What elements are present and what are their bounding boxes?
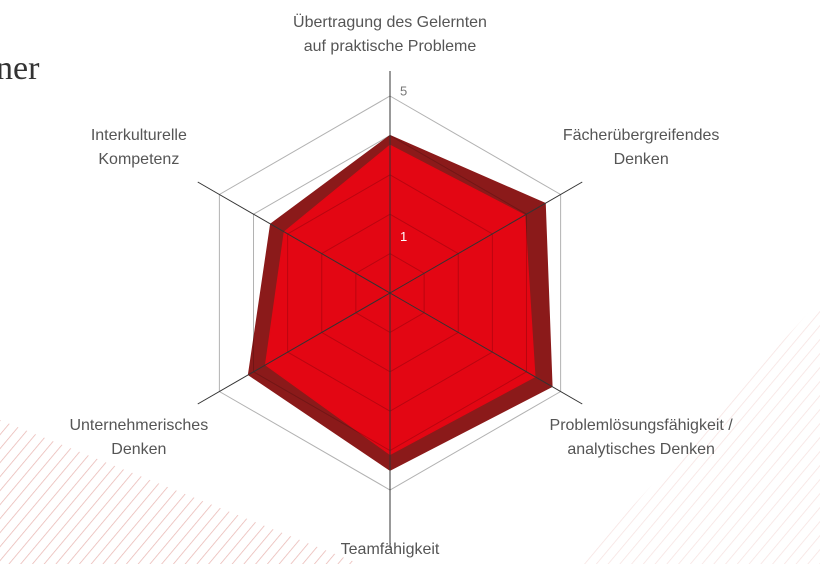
heading: ner — [0, 50, 40, 87]
axis-line — [197, 292, 391, 405]
background-hatch — [0, 300, 820, 564]
axis-category-label: Fächerübergreifendes Denken — [562, 127, 720, 168]
axis-category-label: Übertragung des Gelernten auf praktische… — [293, 14, 487, 55]
axis-line — [389, 292, 583, 405]
axis-category-label: Unternehmerisches Denken — [69, 417, 209, 458]
axis-category-label: Interkulturelle Kompetenz — [90, 127, 187, 168]
axis-line — [197, 181, 391, 294]
axis-line — [389, 181, 583, 294]
axis-category-label: Problemlösungsfähigkeit / analytisches D… — [549, 417, 733, 458]
axis-category-label: Teamfähigkeit — [340, 541, 440, 558]
tick-label: 5 — [400, 83, 407, 98]
tick-label: 1 — [400, 229, 407, 244]
